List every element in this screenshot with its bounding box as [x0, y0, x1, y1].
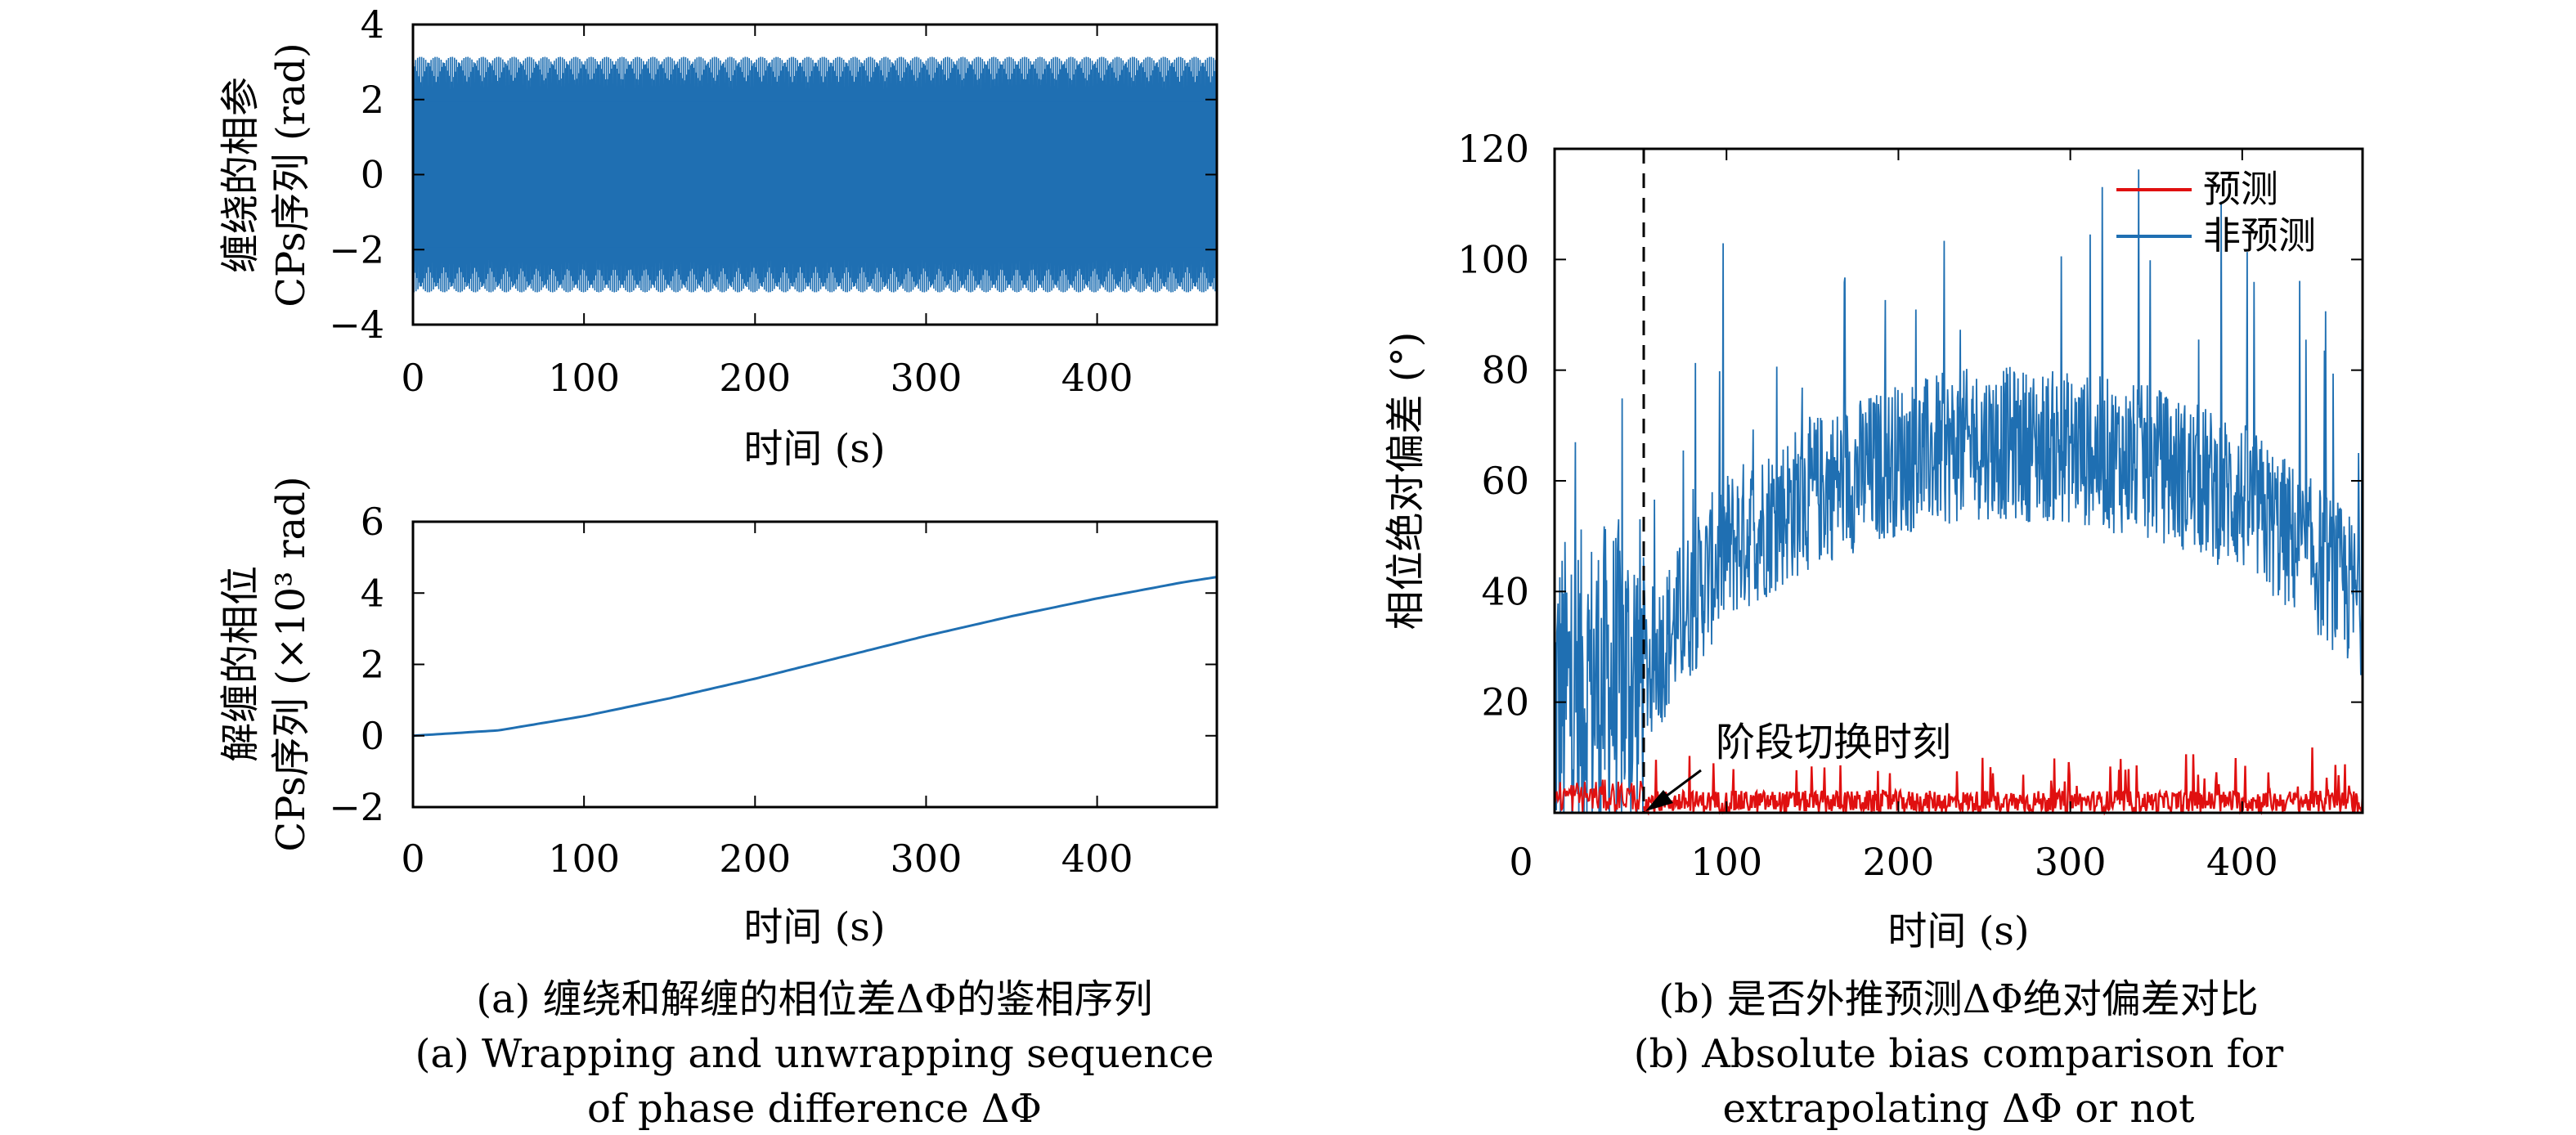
legend: 预测 非预测: [2116, 167, 2316, 258]
wrapped-ytick-label: −4: [329, 303, 384, 347]
wrapped-phase-core: [413, 101, 1217, 248]
chart-unwrapped-ylabel-line2: CPs序列 (×10³ rad): [268, 476, 314, 851]
annotation-arrowhead: [1645, 790, 1673, 811]
chart-bias-frame: [1553, 147, 2364, 814]
legend-label-predict: 预测: [2203, 167, 2278, 211]
chart-wrapped-phase: 0 100 200 300 400 −4 −2 0 2 4 缠绕的相参 CPs序列 (rad) 时…: [218, 2, 1218, 472]
chart-unwrapped-series: [412, 576, 1218, 738]
wrapped-xtick-label: 400: [1061, 356, 1133, 400]
unwrapped-ytick-label: −2: [329, 785, 384, 829]
caption-b-en-line2: extrapolating ΔΦ or not: [1723, 1086, 2195, 1132]
bias-ytick-label: 60: [1481, 459, 1529, 503]
unwrapped-xtick-label: 200: [719, 837, 791, 881]
wrapped-xtick-label: 0: [401, 356, 424, 400]
caption-b-cn: (b) 是否外推预测ΔΦ绝对偏差对比: [1658, 976, 2258, 1022]
wrapped-ytick-label: 0: [361, 153, 384, 197]
legend-label-nonpredict: 非预测: [2203, 213, 2316, 258]
unwrapped-phase-line: [412, 576, 1218, 738]
chart-wrapped-ylabel-line2: CPs序列 (rad): [268, 43, 314, 307]
unwrapped-ytick-label: 2: [361, 643, 384, 687]
chart-wrapped-series: [412, 56, 1218, 293]
bias-xtick-label: 400: [2206, 840, 2278, 884]
chart-bias-ticks: 100 200 300 400 20 40 60 80 100 120 0: [1457, 127, 2363, 884]
unwrapped-xtick-label: 0: [401, 837, 424, 881]
chart-unwrapped-ylabel-line1: 解缠的相位: [218, 566, 263, 762]
chart-wrapped-frame: [411, 23, 1218, 326]
nonpredict-bias-line: [1554, 169, 2363, 814]
chart-absolute-bias: 100 200 300 400 20 40 60 80 100 120 0 阶段切换时刻 相位绝对偏…: [1383, 127, 2364, 954]
wrapped-phase-line: [412, 56, 1218, 293]
annotation-text: 阶段切换时刻: [1716, 720, 1951, 765]
unwrapped-ytick-label: 4: [361, 571, 384, 615]
bias-ytick-label: 100: [1457, 237, 1529, 281]
predict-bias-line-early: [1554, 779, 1645, 813]
chart-wrapped-ticks: 0 100 200 300 400 −4 −2 0 2 4: [329, 2, 1217, 400]
unwrapped-ytick-label: 0: [361, 714, 384, 758]
chart-wrapped-xlabel: 时间 (s): [743, 426, 885, 472]
bias-xtick-label: 100: [1690, 840, 1762, 884]
chart-unwrapped-frame: [411, 520, 1218, 809]
chart-unwrapped-xlabel: 时间 (s): [743, 904, 885, 950]
chart-bias-series: [1554, 169, 2364, 816]
caption-a-en-line2: of phase difference ΔΦ: [587, 1086, 1042, 1132]
chart-bias-ylabel: 相位绝对偏差 (°): [1383, 332, 1429, 630]
bias-ytick-label: 20: [1481, 680, 1529, 725]
caption-a-cn: (a) 缠绕和解缠的相位差ΔΦ的鉴相序列: [476, 976, 1152, 1022]
bias-ytick-label: 120: [1457, 127, 1529, 171]
unwrapped-ytick-label: 6: [361, 500, 384, 544]
chart-wrapped-ylabel-line1: 缠绕的相参: [218, 77, 263, 273]
wrapped-xtick-label: 200: [719, 356, 791, 400]
caption-a-en-line1: (a) Wrapping and unwrapping sequence: [415, 1031, 1214, 1077]
wrapped-xtick-label: 100: [548, 356, 620, 400]
wrapped-ytick-label: 2: [361, 78, 384, 122]
bias-ytick-label: 80: [1481, 348, 1529, 393]
unwrapped-xtick-label: 300: [891, 837, 963, 881]
caption-b-en-line1: (b) Absolute bias comparison for: [1634, 1031, 2283, 1077]
chart-unwrapped-phase: 0 100 200 300 400 −2 0 2 4 6 解缠的相位 CPs序列 (×10³ ra…: [218, 476, 1218, 950]
bias-xtick-label-zero: 0: [1509, 840, 1533, 884]
unwrapped-xtick-label: 400: [1061, 837, 1133, 881]
bias-ytick-label: 40: [1481, 569, 1529, 613]
wrapped-ytick-label: −2: [329, 227, 384, 271]
bias-xtick-label: 200: [1863, 840, 1935, 884]
bias-xtick-label: 300: [2035, 840, 2107, 884]
wrapped-xtick-label: 300: [891, 356, 963, 400]
wrapped-ytick-label: 4: [361, 2, 384, 47]
chart-bias-xlabel: 时间 (s): [1887, 908, 2029, 954]
unwrapped-xtick-label: 100: [548, 837, 620, 881]
chart-unwrapped-ticks: 0 100 200 300 400 −2 0 2 4 6: [329, 500, 1217, 881]
